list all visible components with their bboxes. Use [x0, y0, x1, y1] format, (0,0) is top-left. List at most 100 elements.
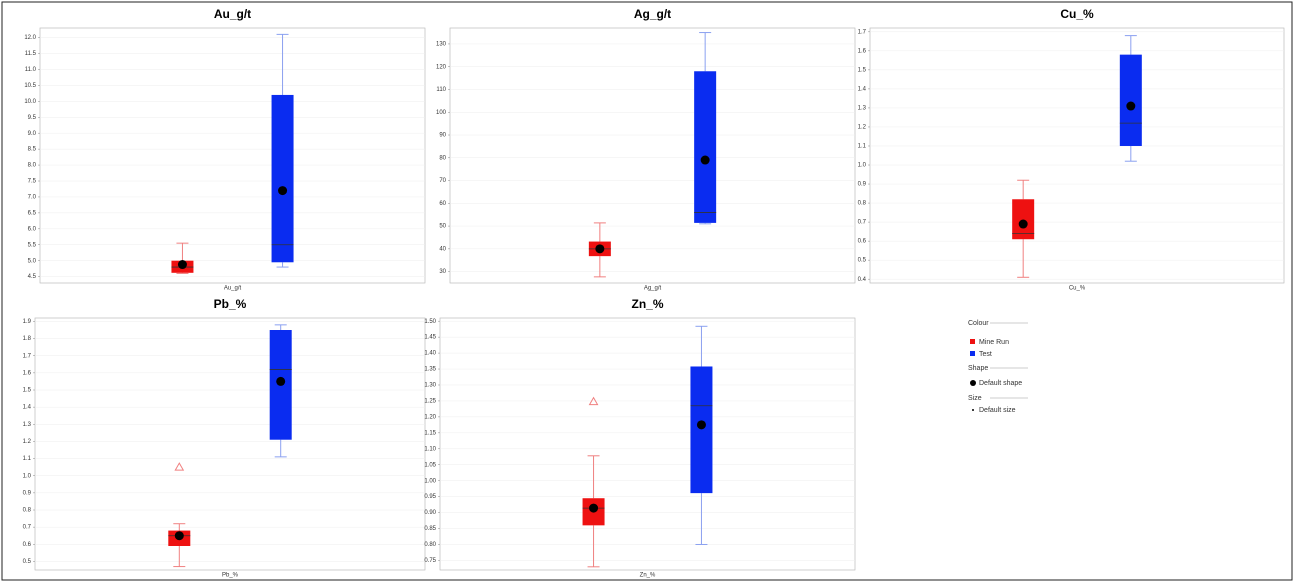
y-tick-label: 1.40 [424, 351, 436, 357]
y-tick-label: 10.0 [24, 99, 36, 105]
y-tick-label: 1.1 [23, 456, 32, 462]
y-tick-label: 6.5 [28, 210, 37, 216]
y-tick-label: 1.9 [23, 319, 32, 325]
legend-shape-title: Shape [968, 365, 988, 372]
y-tick-label: 7.0 [28, 195, 37, 201]
y-tick-label: 1.30 [424, 383, 436, 389]
y-tick-label: 70 [439, 178, 446, 184]
plot-area [439, 317, 856, 571]
plot-area [869, 27, 1285, 284]
y-tick-label: 4.5 [28, 274, 37, 280]
legend: Colour Mine Run Test Shape Default shape… [968, 320, 1028, 414]
y-tick-label: 0.75 [424, 558, 436, 564]
legend-shape [970, 380, 976, 386]
x-axis-label: Pb_% [222, 573, 239, 579]
y-tick-label: 8.5 [28, 147, 37, 153]
legend-size-title: Size [968, 395, 982, 402]
legend-entry: Test [979, 351, 992, 358]
y-tick-label: 80 [439, 155, 446, 161]
chart-title: Zn_% [631, 297, 663, 311]
mean [174, 531, 184, 541]
mean [696, 420, 706, 430]
mean [177, 260, 187, 270]
box-chart: Zn_% Zn_% 1.50 1.45 1.40 1.35 1.30 1.25 1.20 1.15… [424, 297, 856, 579]
y-tick-label: 8.0 [28, 163, 37, 169]
y-tick-label: 30 [439, 269, 446, 275]
y-tick-label: 40 [439, 246, 446, 252]
legend-entry: Mine Run [979, 339, 1009, 346]
y-tick-label: 1.0 [858, 163, 867, 169]
y-tick-label: 0.5 [23, 559, 32, 565]
y-tick-label: 1.5 [858, 67, 867, 73]
y-tick-label: 1.6 [23, 370, 32, 376]
box [690, 366, 713, 494]
y-tick-label: 1.50 [424, 319, 436, 325]
y-tick-label: 5.0 [28, 258, 37, 264]
box-chart: Pb_% Pb_% 1.9 1.8 1.7 1.6 1.5 1.4 1.3 1.2 1.1 1.0 0.… [23, 297, 426, 579]
chart-title: Cu_% [1060, 7, 1094, 21]
y-tick-label: 60 [439, 201, 446, 207]
plot-area [449, 27, 856, 284]
plot-area [39, 27, 426, 284]
y-tick-label: 11.5 [25, 51, 37, 57]
y-tick-label: 1.10 [424, 446, 436, 452]
y-tick-label: 90 [439, 133, 446, 139]
mean [276, 376, 286, 386]
box [271, 94, 294, 263]
box [1012, 199, 1035, 240]
y-tick-label: 1.1 [858, 144, 867, 150]
mean [278, 186, 288, 196]
box-chart: Cu_% Cu_% 1.7 1.6 1.5 1.4 1.3 1.2 1.1 1.0 0.9 0.8 0.… [858, 7, 1285, 292]
chart-title: Au_g/t [214, 7, 251, 21]
y-tick-label: 1.4 [23, 405, 32, 411]
chart-title: Pb_% [214, 297, 247, 311]
y-tick-label: 1.05 [424, 462, 436, 468]
x-axis-label: Ag_g/t [644, 286, 662, 292]
y-tick-label: 1.20 [424, 414, 436, 420]
legend-entry: Default shape [979, 380, 1022, 387]
box [1119, 54, 1142, 146]
y-tick-label: 1.4 [858, 86, 867, 92]
plot-area [34, 317, 426, 571]
y-tick-label: 0.7 [23, 525, 32, 531]
y-tick-label: 1.45 [424, 335, 436, 341]
box [694, 71, 717, 223]
y-tick-label: 0.6 [23, 542, 32, 548]
mean [700, 155, 710, 165]
y-tick-label: 1.7 [858, 29, 867, 35]
chart-title: Ag_g/t [634, 7, 671, 21]
y-tick-label: 0.95 [424, 494, 436, 500]
y-tick-label: 10.5 [24, 83, 36, 89]
mean [595, 244, 605, 254]
legend-colour-title: Colour [968, 320, 989, 327]
y-tick-label: 0.9 [23, 490, 32, 496]
x-axis-label: Au_g/t [224, 286, 242, 292]
y-tick-label: 1.00 [424, 478, 436, 484]
y-tick-label: 0.4 [858, 277, 867, 283]
box-chart: Au_g/t Au_g/t 12.0 11.5 11.0 10.5 10.0 9.5 9.0 8.… [24, 7, 426, 292]
y-tick-label: 5.5 [28, 242, 37, 248]
y-tick-label: 100 [436, 110, 447, 116]
y-tick-label: 9.5 [28, 115, 37, 121]
legend-swatch [970, 351, 975, 356]
box-chart: Ag_g/t Ag_g/t 130 120 110 100 90 80 70 60 50 40 30 [436, 7, 856, 292]
mean [1018, 219, 1028, 229]
y-tick-label: 0.5 [858, 258, 867, 264]
y-tick-label: 0.6 [858, 239, 867, 245]
y-tick-label: 1.2 [858, 125, 867, 131]
y-tick-label: 0.8 [23, 508, 32, 514]
y-tick-label: 50 [439, 224, 446, 230]
y-tick-label: 11.0 [25, 67, 37, 73]
x-axis-label: Cu_% [1069, 286, 1086, 292]
outlier [588, 396, 599, 406]
y-tick-label: 1.6 [858, 48, 867, 54]
y-tick-label: 0.9 [858, 182, 867, 188]
y-tick-label: 0.85 [424, 526, 436, 532]
legend-swatch [970, 339, 975, 344]
y-tick-label: 1.8 [23, 336, 32, 342]
y-tick-label: 110 [436, 87, 446, 93]
y-tick-label: 0.90 [424, 510, 436, 516]
y-tick-label: 1.3 [858, 106, 867, 112]
legend-entry: Default size [979, 407, 1016, 414]
